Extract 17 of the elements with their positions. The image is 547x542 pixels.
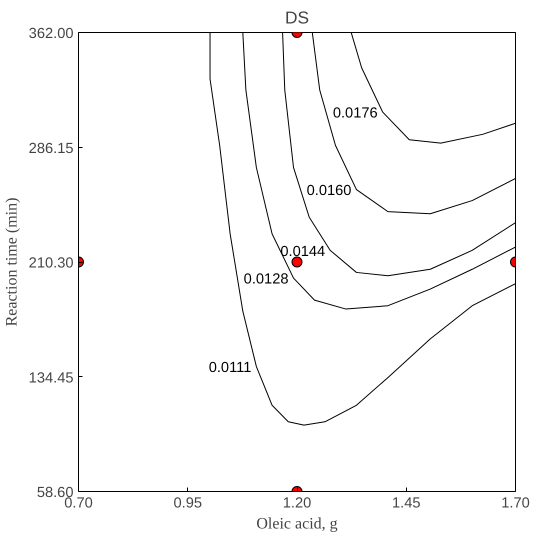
- y-tick-label: 286.15: [28, 140, 74, 157]
- x-tick-label: 1.20: [282, 496, 312, 512]
- series-label: 0.0144: [280, 244, 326, 260]
- series-label: 0.0160: [306, 183, 352, 200]
- y-axis-title: Reaction time (min): [4, 198, 21, 326]
- y-tick-label: 362.00: [28, 26, 74, 42]
- x-tick-label: 1.45: [392, 496, 421, 512]
- x-tick-label: 1.70: [501, 496, 530, 512]
- point: [292, 256, 302, 268]
- series-label: 0.0128: [244, 272, 289, 288]
- y-tick-label: 210.30: [28, 256, 74, 272]
- x-tick-label: 0.95: [173, 496, 202, 512]
- chart-title: DS: [284, 8, 310, 28]
- series-label: 0.0111: [208, 360, 252, 376]
- y-tick-label: 134.45: [28, 370, 74, 386]
- series-label: 0.0176: [332, 106, 378, 122]
- x-axis-title: Oleic acid, g: [256, 516, 338, 532]
